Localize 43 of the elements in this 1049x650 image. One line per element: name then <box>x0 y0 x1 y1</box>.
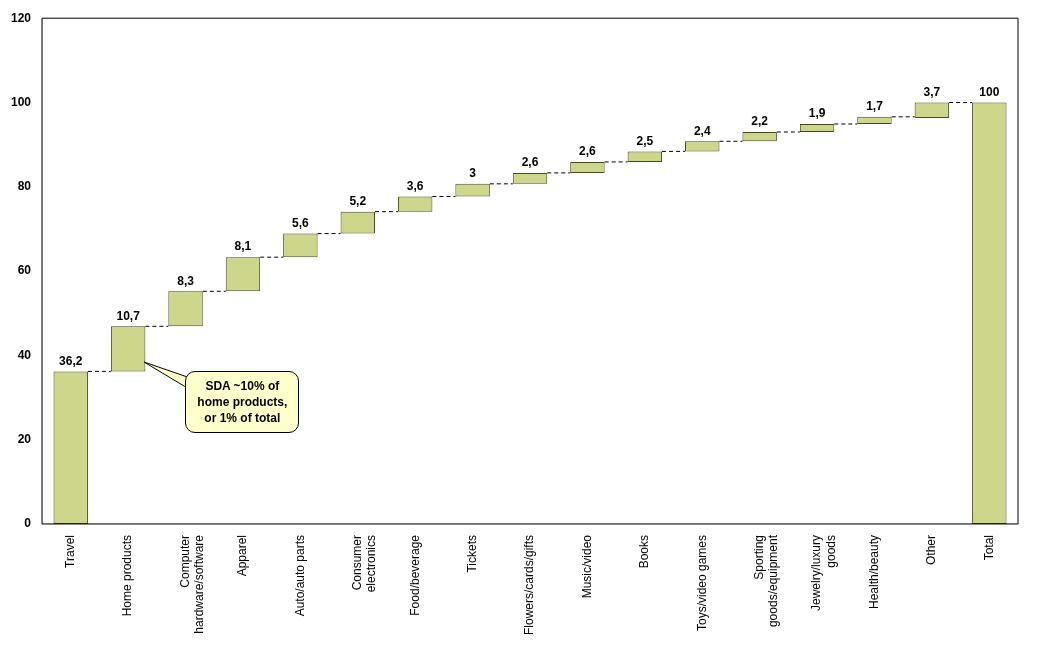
x-tick-label: Travel <box>63 534 78 568</box>
y-tick-label: 120 <box>10 10 32 25</box>
data-label: 100 <box>979 84 1000 99</box>
y-tick-label: 40 <box>17 347 32 362</box>
x-tick-label: Sporting goods/equipment <box>751 534 781 628</box>
data-label: 2,4 <box>693 123 711 138</box>
data-label: 2,2 <box>751 114 769 129</box>
data-label: 1,7 <box>866 99 884 114</box>
speech-bubble: SDA ~10% of home products, or 1% of total <box>141 358 300 479</box>
x-tick-label: Health/beauty <box>866 534 881 610</box>
data-label: 3 <box>469 166 477 181</box>
x-tick-label: Consumer electronics <box>350 534 379 593</box>
x-tick-label: Home products <box>120 534 135 617</box>
x-tick-label: Flowers/cards/gifts <box>522 534 537 636</box>
y-tick-label: 0 <box>24 516 32 531</box>
data-label: 3,7 <box>923 84 941 99</box>
y-tick-label: 20 <box>17 431 32 446</box>
y-tick-label: 80 <box>17 179 32 194</box>
x-tick-label: Computer hardware/software <box>177 534 207 634</box>
data-label: 5,2 <box>349 193 367 208</box>
x-tick-label: Books <box>637 534 652 569</box>
data-label: 2,5 <box>636 133 654 148</box>
data-label: 5,6 <box>292 215 310 230</box>
data-label: 2,6 <box>521 155 539 170</box>
data-label: 3,6 <box>406 178 424 193</box>
data-label: 10,7 <box>116 308 141 323</box>
data-label: 8,1 <box>234 239 252 254</box>
x-tick-label: Music/video <box>579 534 594 599</box>
y-tick-label: 100 <box>10 94 32 109</box>
annotation: SDA ~10% of home products, or 1% of total <box>185 370 300 433</box>
x-tick-label: Apparel <box>235 534 250 577</box>
x-tick-label: Tickets <box>464 534 479 573</box>
data-label: 1,9 <box>808 106 826 121</box>
x-tick-label: Other <box>924 534 939 565</box>
x-tick-label: Food/beverage <box>407 534 422 616</box>
x-tick-label: Jewelry/luxury goods <box>809 534 838 612</box>
data-label: 36,2 <box>59 353 83 368</box>
x-tick-label: Auto/auto parts <box>292 534 307 617</box>
data-label: 2,6 <box>579 144 597 159</box>
x-tick-label: Toys/video games <box>694 534 709 632</box>
x-tick-label: Total <box>981 534 996 561</box>
y-tick-label: 60 <box>17 263 32 278</box>
data-label: 8,3 <box>177 273 195 288</box>
